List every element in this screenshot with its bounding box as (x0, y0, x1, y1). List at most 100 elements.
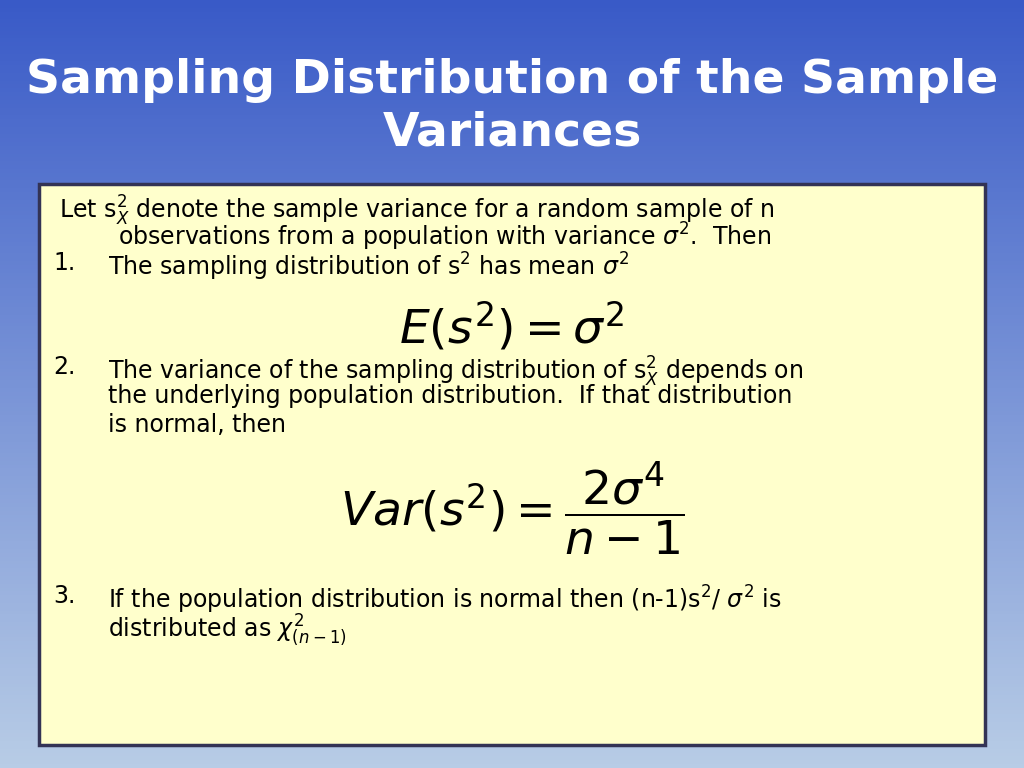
Bar (0, 134, 1024, 138)
Bar (0, 31, 1024, 35)
Bar (0, 495, 1024, 499)
Bar (0, 146, 1024, 150)
Bar (0, 499, 1024, 503)
Bar (0, 691, 1024, 695)
Bar (0, 707, 1024, 710)
Bar (0, 726, 1024, 730)
Bar (0, 77, 1024, 81)
Bar (0, 88, 1024, 92)
Bar (0, 35, 1024, 38)
Bar (0, 200, 1024, 204)
Bar (0, 150, 1024, 154)
Bar (0, 296, 1024, 300)
Bar (0, 472, 1024, 476)
Bar (0, 92, 1024, 96)
Text: 2.: 2. (53, 355, 76, 379)
Bar (0, 223, 1024, 227)
Bar (0, 369, 1024, 372)
FancyBboxPatch shape (39, 184, 985, 745)
Bar (0, 119, 1024, 123)
Bar (0, 603, 1024, 607)
Bar (0, 580, 1024, 584)
Bar (0, 380, 1024, 384)
Bar (0, 399, 1024, 403)
Bar (0, 288, 1024, 292)
Bar (0, 764, 1024, 768)
Bar (0, 680, 1024, 684)
Bar (0, 342, 1024, 346)
Bar (0, 426, 1024, 430)
Bar (0, 584, 1024, 588)
Bar (0, 637, 1024, 641)
Bar (0, 476, 1024, 480)
Bar (0, 192, 1024, 196)
Bar (0, 507, 1024, 511)
Bar (0, 365, 1024, 369)
Bar (0, 142, 1024, 146)
Bar (0, 737, 1024, 741)
Text: observations from a population with variance $\sigma^2$.  Then: observations from a population with vari… (118, 221, 771, 253)
Bar (0, 276, 1024, 280)
Bar (0, 273, 1024, 276)
Bar (0, 684, 1024, 687)
Bar (0, 626, 1024, 630)
Bar (0, 419, 1024, 422)
Bar (0, 69, 1024, 73)
Bar (0, 745, 1024, 749)
Bar (0, 553, 1024, 557)
Bar (0, 292, 1024, 296)
Bar (0, 242, 1024, 246)
Bar (0, 595, 1024, 599)
Text: If the population distribution is normal then (n-1)s$^2$/ $\sigma^2$ is: If the population distribution is normal… (108, 584, 781, 616)
Bar (0, 19, 1024, 23)
Bar (0, 50, 1024, 54)
Bar (0, 311, 1024, 315)
Bar (0, 607, 1024, 611)
Text: distributed as $\chi^2_{(n-1)}$: distributed as $\chi^2_{(n-1)}$ (108, 613, 346, 648)
Bar (0, 461, 1024, 465)
Bar (0, 169, 1024, 173)
Bar (0, 96, 1024, 100)
Text: 3.: 3. (53, 584, 76, 607)
Bar (0, 372, 1024, 376)
Bar (0, 622, 1024, 626)
Bar (0, 154, 1024, 157)
Text: Sampling Distribution of the Sample: Sampling Distribution of the Sample (26, 58, 998, 103)
Bar (0, 653, 1024, 657)
Bar (0, 131, 1024, 134)
Bar (0, 54, 1024, 58)
Bar (0, 388, 1024, 392)
Text: Variances: Variances (382, 111, 642, 155)
Bar (0, 568, 1024, 572)
Bar (0, 664, 1024, 668)
Bar (0, 591, 1024, 595)
Bar (0, 503, 1024, 507)
Bar (0, 104, 1024, 108)
Bar (0, 196, 1024, 200)
Bar (0, 161, 1024, 165)
Bar (0, 65, 1024, 69)
Bar (0, 253, 1024, 257)
Bar (0, 484, 1024, 488)
Bar (0, 468, 1024, 472)
Bar (0, 522, 1024, 526)
Bar (0, 741, 1024, 745)
Bar (0, 538, 1024, 541)
Bar (0, 687, 1024, 691)
Bar (0, 657, 1024, 660)
Bar (0, 207, 1024, 211)
Bar (0, 445, 1024, 449)
Bar (0, 330, 1024, 334)
Bar (0, 188, 1024, 192)
Bar (0, 749, 1024, 753)
Bar (0, 730, 1024, 733)
Bar (0, 23, 1024, 27)
Bar (0, 703, 1024, 707)
Bar (0, 449, 1024, 453)
Bar (0, 257, 1024, 261)
Bar (0, 227, 1024, 230)
Bar (0, 234, 1024, 238)
Bar (0, 530, 1024, 534)
Bar (0, 38, 1024, 42)
Bar (0, 564, 1024, 568)
